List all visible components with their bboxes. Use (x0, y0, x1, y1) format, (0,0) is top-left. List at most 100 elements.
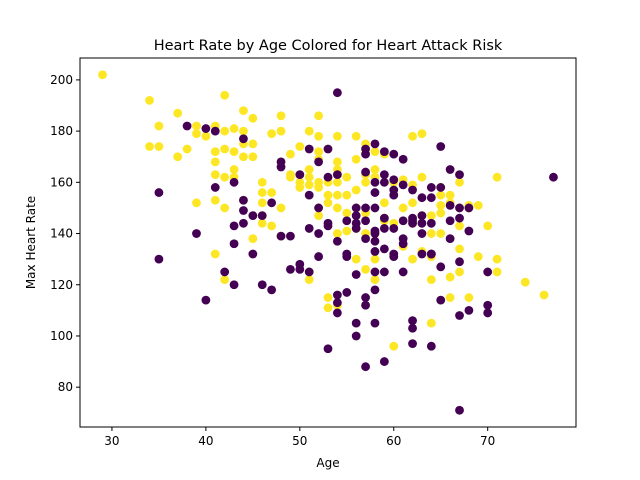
data-point (389, 341, 399, 351)
data-point (370, 147, 380, 156)
data-point (483, 308, 493, 318)
data-point (351, 270, 361, 279)
data-point (201, 131, 211, 141)
x-axis-ticks: 30 40 50 60 70 (104, 427, 495, 448)
data-point (220, 275, 230, 285)
data-point (426, 193, 436, 203)
data-point (239, 218, 248, 228)
data-point (379, 198, 389, 208)
data-point (408, 185, 417, 195)
data-point (351, 203, 361, 213)
data-point (379, 224, 389, 233)
data-point (342, 288, 352, 297)
data-point (229, 177, 239, 187)
data-point (323, 198, 333, 208)
data-point (314, 157, 324, 167)
data-point (398, 180, 408, 190)
data-point (370, 229, 380, 238)
data-point (286, 149, 295, 159)
data-point (239, 195, 248, 205)
data-point (286, 264, 295, 274)
data-point (417, 229, 427, 238)
data-point (426, 341, 436, 351)
data-point (408, 131, 417, 141)
data-point (286, 172, 295, 182)
data-point (342, 226, 352, 236)
data-point (210, 147, 220, 156)
data-point (408, 216, 417, 226)
data-point (455, 244, 464, 254)
data-point (192, 229, 201, 238)
data-point (370, 247, 380, 256)
data-point (370, 177, 380, 187)
data-point (445, 216, 455, 226)
data-point (304, 224, 314, 233)
data-point (483, 267, 493, 277)
data-point (379, 147, 389, 156)
data-point (210, 183, 220, 192)
data-point (351, 211, 361, 221)
data-point (445, 200, 455, 210)
data-point (483, 221, 493, 231)
data-point (332, 170, 342, 180)
data-point (455, 213, 464, 223)
data-point (483, 300, 493, 310)
y-tick-label: 180 (50, 124, 73, 138)
data-point (304, 144, 314, 154)
data-point (370, 203, 380, 213)
data-point (455, 405, 464, 415)
data-point (267, 221, 277, 231)
data-point (220, 126, 230, 136)
data-point (267, 198, 277, 208)
data-point (361, 149, 370, 159)
data-point (154, 254, 164, 264)
plot-frame (79, 57, 577, 428)
data-point (314, 252, 324, 261)
data-point (361, 300, 370, 310)
data-point (408, 254, 417, 264)
data-point (267, 129, 277, 139)
x-axis-label: Age (316, 456, 339, 470)
data-point (445, 165, 455, 174)
data-point (220, 90, 230, 100)
data-point (286, 231, 295, 241)
y-tick-label: 100 (50, 329, 73, 343)
data-point (455, 177, 464, 187)
data-point (182, 144, 192, 154)
data-point (370, 254, 380, 264)
data-point (220, 203, 230, 213)
data-point (229, 239, 239, 249)
data-point (342, 208, 352, 218)
x-tick-label: 50 (292, 434, 307, 448)
data-point (417, 218, 427, 228)
data-point (323, 221, 333, 231)
data-point (464, 226, 474, 236)
data-point (351, 331, 361, 341)
data-point (379, 170, 389, 180)
data-point (276, 126, 286, 136)
data-point (323, 293, 333, 302)
data-point (417, 129, 427, 139)
data-point (398, 216, 408, 226)
data-point (154, 188, 164, 197)
data-point (436, 262, 446, 272)
data-point (210, 157, 220, 167)
data-point (323, 172, 333, 182)
data-point (464, 305, 474, 315)
data-point (455, 267, 464, 277)
data-point (361, 177, 370, 187)
data-point (220, 172, 230, 182)
data-point (445, 234, 455, 244)
data-point (98, 70, 107, 80)
data-point (332, 88, 342, 98)
data-point (408, 339, 417, 349)
data-point (304, 165, 314, 174)
data-point (417, 193, 427, 203)
data-point (379, 213, 389, 223)
data-point (351, 154, 361, 164)
data-point (229, 124, 239, 133)
data-point (276, 111, 286, 121)
data-point (332, 177, 342, 187)
data-point (370, 188, 380, 197)
